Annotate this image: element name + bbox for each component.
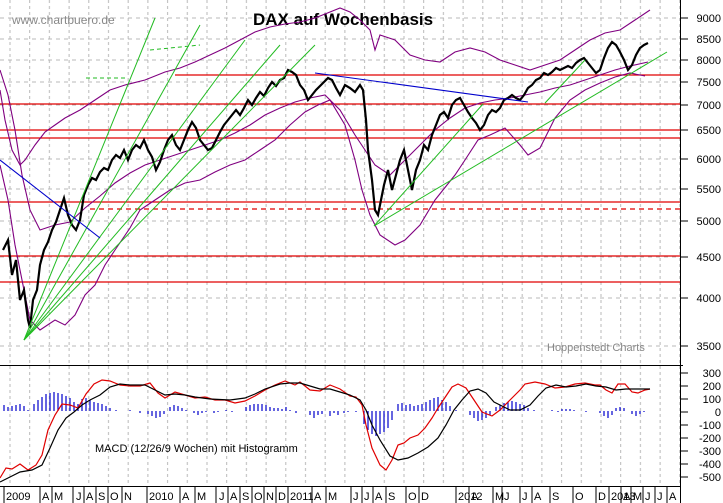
svg-text:A: A: [669, 491, 677, 503]
svg-text:O: O: [254, 491, 263, 503]
svg-text:M: M: [54, 491, 63, 503]
svg-text:-500: -500: [699, 472, 721, 484]
svg-text:O: O: [408, 491, 417, 503]
svg-text:N: N: [124, 491, 132, 503]
svg-text:6000: 6000: [697, 154, 721, 166]
svg-text:S: S: [552, 491, 559, 503]
signal-line: [0, 382, 650, 483]
svg-text:J: J: [219, 491, 225, 503]
svg-text:O: O: [575, 491, 584, 503]
svg-text:M: M: [197, 491, 206, 503]
svg-text:N: N: [266, 491, 274, 503]
svg-text:D: D: [278, 491, 286, 503]
svg-text:A: A: [471, 491, 479, 503]
svg-text:-200: -200: [699, 433, 721, 445]
svg-text:100: 100: [703, 394, 721, 406]
svg-text:8500: 8500: [697, 34, 721, 46]
price-grid: [0, 0, 680, 365]
svg-text:A: A: [230, 491, 238, 503]
svg-text:2012: 2012: [458, 491, 482, 503]
svg-text:J: J: [504, 491, 510, 503]
macd-lines: [0, 379, 651, 483]
svg-text:D: D: [421, 491, 429, 503]
svg-text:A: A: [375, 491, 383, 503]
svg-text:A: A: [86, 491, 94, 503]
svg-text:0: 0: [715, 407, 721, 419]
source-label: Hoppenstedt Charts: [547, 342, 645, 354]
trendlines-green: [23, 17, 668, 341]
svg-text:6500: 6500: [697, 125, 721, 137]
svg-text:7500: 7500: [697, 77, 721, 89]
svg-text:2009: 2009: [6, 491, 30, 503]
svg-text:J: J: [522, 491, 528, 503]
svg-text:-400: -400: [699, 459, 721, 471]
svg-text:J: J: [353, 491, 359, 503]
svg-text:A: A: [623, 491, 631, 503]
svg-text:300: 300: [703, 368, 721, 380]
svg-text:J: J: [657, 491, 663, 503]
svg-text:J: J: [364, 491, 370, 503]
svg-text:8000: 8000: [697, 55, 721, 67]
right-axis: [680, 0, 688, 503]
macd-axis-labels: 300 200 100 0 -100 -200 -300 -400 -500: [699, 368, 721, 484]
svg-text:M: M: [495, 491, 504, 503]
svg-text:-300: -300: [699, 446, 721, 458]
svg-text:5500: 5500: [697, 184, 721, 196]
svg-text:O: O: [110, 491, 119, 503]
svg-text:S: S: [98, 491, 105, 503]
svg-text:4000: 4000: [697, 293, 721, 305]
watermark: www.chartbuero.de: [11, 13, 115, 27]
chart-title: DAX auf Wochenbasis: [253, 10, 433, 29]
svg-text:3500: 3500: [697, 341, 721, 353]
svg-text:2013: 2013: [611, 491, 635, 503]
price-candles: [2, 40, 649, 329]
svg-text:5000: 5000: [697, 216, 721, 228]
support-resistance-lines: [0, 74, 680, 283]
price-axis-labels: 9000 8500 8000 7500 7000 6500 6000 5500 …: [697, 13, 721, 353]
svg-text:-100: -100: [699, 420, 721, 432]
x-axis: 2009 A M J A S O N 2010 A M J A S O N D …: [0, 486, 680, 503]
svg-text:M: M: [328, 491, 337, 503]
svg-text:M: M: [633, 491, 642, 503]
svg-text:S: S: [388, 491, 395, 503]
svg-text:D: D: [598, 491, 606, 503]
svg-text:J: J: [645, 491, 651, 503]
svg-text:2010: 2010: [149, 491, 173, 503]
svg-text:A: A: [182, 491, 190, 503]
svg-text:J: J: [76, 491, 82, 503]
macd-label: MACD (12/26/9 Wochen) mit Histogramm: [95, 443, 298, 455]
svg-text:2011: 2011: [290, 491, 314, 503]
trendlines-blue: [0, 72, 529, 239]
svg-text:7000: 7000: [697, 100, 721, 112]
svg-text:9000: 9000: [697, 13, 721, 25]
svg-text:A: A: [314, 491, 322, 503]
svg-text:200: 200: [703, 381, 721, 393]
svg-text:S: S: [242, 491, 249, 503]
svg-text:4500: 4500: [697, 252, 721, 264]
svg-text:A: A: [42, 491, 50, 503]
svg-text:A: A: [534, 491, 542, 503]
